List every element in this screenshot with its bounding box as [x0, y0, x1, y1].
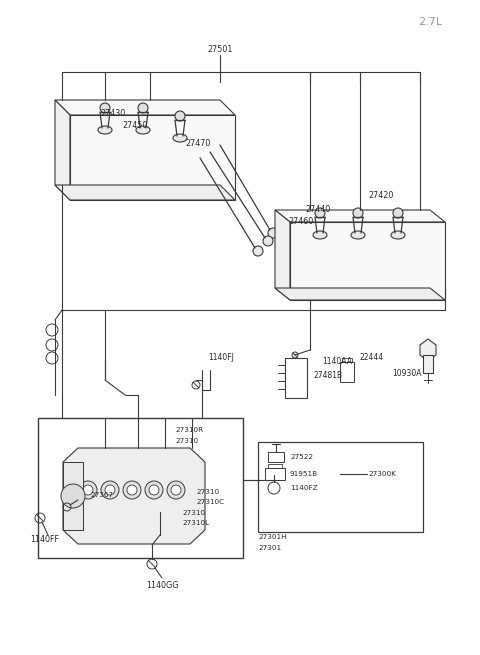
Text: 91951B: 91951B — [290, 471, 318, 477]
Text: 27430: 27430 — [100, 109, 125, 117]
Text: 1140FF: 1140FF — [30, 536, 59, 544]
Bar — [423, 355, 433, 373]
Text: 27310C: 27310C — [196, 499, 224, 505]
Text: 27300K: 27300K — [368, 471, 396, 477]
Polygon shape — [290, 222, 445, 300]
Text: 27522: 27522 — [290, 454, 313, 460]
Bar — [268, 464, 282, 468]
Bar — [258, 442, 423, 532]
Circle shape — [46, 339, 58, 351]
Circle shape — [123, 481, 141, 499]
Polygon shape — [70, 115, 235, 200]
Circle shape — [149, 485, 159, 495]
Circle shape — [353, 208, 363, 218]
Text: 10930A: 10930A — [392, 369, 421, 377]
Bar — [340, 362, 354, 382]
Text: 27310: 27310 — [196, 489, 219, 495]
Text: 1140FZ: 1140FZ — [290, 485, 318, 491]
Circle shape — [46, 352, 58, 364]
Circle shape — [101, 481, 119, 499]
Circle shape — [79, 481, 97, 499]
Text: 27310: 27310 — [182, 510, 205, 516]
Text: 27481B: 27481B — [314, 371, 343, 379]
Circle shape — [105, 485, 115, 495]
Text: 27301H: 27301H — [258, 534, 287, 540]
Bar — [285, 358, 307, 398]
Text: 22444: 22444 — [360, 354, 384, 362]
Circle shape — [393, 208, 403, 218]
Text: 27367: 27367 — [90, 492, 113, 498]
Polygon shape — [63, 448, 205, 544]
Text: 1140AA: 1140AA — [322, 358, 352, 367]
Text: 27420: 27420 — [368, 191, 394, 200]
Ellipse shape — [98, 126, 112, 134]
Ellipse shape — [173, 134, 187, 142]
Text: 27440: 27440 — [305, 206, 330, 214]
Ellipse shape — [313, 231, 327, 239]
Circle shape — [253, 246, 263, 256]
Text: 27460: 27460 — [288, 217, 313, 227]
Polygon shape — [55, 100, 235, 115]
Text: 1140FJ: 1140FJ — [208, 354, 234, 362]
Circle shape — [171, 485, 181, 495]
Circle shape — [46, 324, 58, 336]
Circle shape — [315, 208, 325, 218]
Bar — [342, 358, 352, 362]
Text: 27501: 27501 — [207, 45, 233, 54]
Polygon shape — [55, 185, 235, 200]
Text: 27310L: 27310L — [182, 520, 209, 526]
Ellipse shape — [391, 231, 405, 239]
Ellipse shape — [351, 231, 365, 239]
Circle shape — [83, 485, 93, 495]
Text: 2.7L: 2.7L — [418, 17, 442, 27]
Bar — [268, 452, 284, 462]
Bar — [265, 468, 285, 480]
Circle shape — [268, 228, 278, 238]
Circle shape — [138, 103, 148, 113]
Ellipse shape — [136, 126, 150, 134]
Text: 27470: 27470 — [185, 138, 210, 147]
Circle shape — [263, 236, 273, 246]
Circle shape — [175, 111, 185, 121]
Text: 27310: 27310 — [175, 438, 198, 444]
Circle shape — [100, 103, 110, 113]
Text: 27450: 27450 — [122, 121, 147, 130]
Circle shape — [61, 484, 85, 508]
Polygon shape — [420, 339, 436, 361]
Polygon shape — [275, 210, 445, 222]
Text: 27310R: 27310R — [175, 427, 203, 433]
Text: 1140GG: 1140GG — [146, 580, 178, 590]
Circle shape — [145, 481, 163, 499]
Bar — [38, 418, 243, 558]
Polygon shape — [275, 288, 445, 300]
Bar — [63, 462, 83, 530]
Text: 27301: 27301 — [258, 545, 281, 551]
Circle shape — [167, 481, 185, 499]
Polygon shape — [55, 100, 70, 200]
Polygon shape — [275, 210, 290, 300]
Circle shape — [127, 485, 137, 495]
